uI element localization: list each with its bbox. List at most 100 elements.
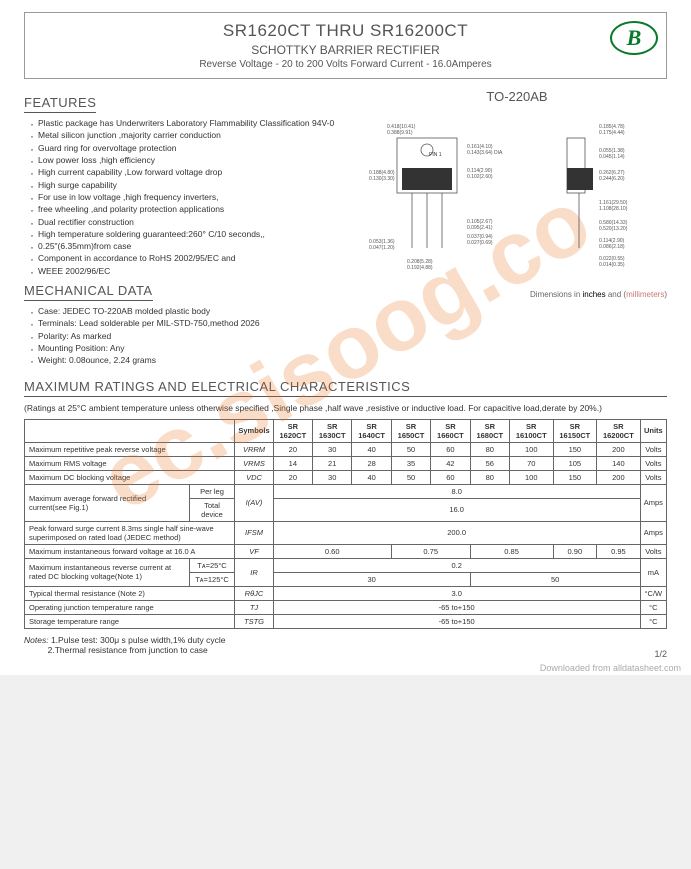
- table-header-row: Symbols SR 1620CT SR 1630CT SR 1640CT SR…: [25, 419, 667, 442]
- package-figure-column: TO-220AB: [367, 89, 667, 367]
- value-cell: 150: [553, 470, 597, 484]
- svg-text:0.388(9.91): 0.388(9.91): [387, 130, 413, 136]
- value-cell: 40: [352, 470, 391, 484]
- value-cell: 200: [597, 470, 641, 484]
- svg-text:0.175(4.44): 0.175(4.44): [599, 130, 625, 136]
- mechanical-heading: MECHANICAL DATA: [24, 283, 153, 301]
- mechanical-item: Weight: 0.08ounce, 2.24 grams: [30, 354, 357, 366]
- value-cell: 100: [509, 442, 553, 456]
- val-ir2a: 30: [273, 572, 470, 586]
- val-ir1: 0.2: [273, 558, 640, 572]
- sym-rth: RθJC: [235, 586, 273, 600]
- value-cell: 140: [597, 456, 641, 470]
- svg-text:0.014(0.35): 0.014(0.35): [599, 262, 625, 268]
- table-row: Peak forward surge current 8.3ms single …: [25, 521, 667, 544]
- mechanical-item: Case: JEDEC TO-220AB molded plastic body: [30, 305, 357, 317]
- brand-logo: B: [610, 21, 658, 55]
- sym-vf: VF: [235, 544, 273, 558]
- col-part: SR 1640CT: [352, 419, 391, 442]
- features-heading: FEATURES: [24, 95, 96, 113]
- feature-item: Dual rectifier construction: [30, 216, 357, 228]
- notes-block: Notes: 1.Pulse test: 300μ s pulse width,…: [24, 635, 667, 655]
- datasheet-page: ec.sisoog.co SR1620CT THRU SR16200CT SCH…: [0, 0, 691, 675]
- svg-text:0.130(3.30): 0.130(3.30): [369, 176, 395, 182]
- val-vf: 0.85: [470, 544, 553, 558]
- feature-item: Metal silicon junction ,majority carrier…: [30, 129, 357, 141]
- mechanical-item: Mounting Position: Any: [30, 342, 357, 354]
- val-vf: 0.75: [391, 544, 470, 558]
- value-cell: 20: [273, 442, 312, 456]
- svg-text:0.244(6.20): 0.244(6.20): [599, 176, 625, 182]
- val-ifsm: 200.0: [273, 521, 640, 544]
- ir-125c: Tᴀ=125°C: [189, 572, 235, 586]
- symbol-cell: VRMS: [235, 456, 273, 470]
- param-iav: Maximum average forward rectified curren…: [25, 484, 190, 521]
- sym-ir: IR: [235, 558, 273, 586]
- table-row: Maximum instantaneous reverse current at…: [25, 558, 667, 572]
- col-part: SR 1660CT: [431, 419, 470, 442]
- param-rth: Typical thermal resistance (Note 2): [25, 586, 235, 600]
- ir-25c: Tᴀ=25°C: [189, 558, 235, 572]
- value-cell: 28: [352, 456, 391, 470]
- units-ifsm: Amps: [640, 521, 666, 544]
- units-iav: Amps: [640, 484, 666, 521]
- note-1: 1.Pulse test: 300μ s pulse width,1% duty…: [51, 635, 226, 645]
- col-part: SR 1680CT: [470, 419, 509, 442]
- notes-label: Notes:: [24, 635, 49, 645]
- table-row: Typical thermal resistance (Note 2) RθJC…: [25, 586, 667, 600]
- feature-item: High current capability ,Low forward vol…: [30, 166, 357, 178]
- units-ir: mA: [640, 558, 666, 586]
- val-iav2: 16.0: [273, 498, 640, 521]
- svg-text:0.095(2.41): 0.095(2.41): [467, 225, 493, 231]
- feature-item: 0.25"(6.35mm)from case: [30, 240, 357, 252]
- feature-item: Component in accordance to RoHS 2002/95/…: [30, 252, 357, 264]
- svg-text:PIN 1: PIN 1: [429, 152, 442, 158]
- table-row: Maximum DC blocking voltageVDC2030405060…: [25, 470, 667, 484]
- value-cell: 50: [391, 442, 430, 456]
- table-row: Operating junction temperature range TJ …: [25, 600, 667, 614]
- dimension-units-note: Dimensions in inches and (millimeters): [367, 290, 667, 299]
- svg-text:0.192(4.88): 0.192(4.88): [407, 265, 433, 271]
- ratings-table: Symbols SR 1620CT SR 1630CT SR 1640CT SR…: [24, 419, 667, 629]
- val-tstg: -65 to+150: [273, 614, 640, 628]
- svg-text:0.027(0.69): 0.027(0.69): [467, 240, 493, 246]
- table-row: Maximum average forward rectified curren…: [25, 484, 667, 498]
- value-cell: 105: [553, 456, 597, 470]
- param-ir: Maximum instantaneous reverse current at…: [25, 558, 190, 586]
- units-cell: Volts: [640, 456, 666, 470]
- val-tj: -65 to+150: [273, 600, 640, 614]
- col-units: Units: [640, 419, 666, 442]
- param-tstg: Storage temperature range: [25, 614, 235, 628]
- sym-iav: I(AV): [235, 484, 273, 521]
- value-cell: 56: [470, 456, 509, 470]
- table-row: Storage temperature range TSTG -65 to+15…: [25, 614, 667, 628]
- feature-item: Plastic package has Underwriters Laborat…: [30, 117, 357, 129]
- value-cell: 14: [273, 456, 312, 470]
- param-vf: Maximum instantaneous forward voltage at…: [25, 544, 235, 558]
- value-cell: 80: [470, 470, 509, 484]
- svg-text:0.086(2.18): 0.086(2.18): [599, 244, 625, 250]
- sym-tstg: TSTG: [235, 614, 273, 628]
- value-cell: 35: [391, 456, 430, 470]
- value-cell: 150: [553, 442, 597, 456]
- header-box: SR1620CT THRU SR16200CT SCHOTTKY BARRIER…: [24, 12, 667, 79]
- val-rth: 3.0: [273, 586, 640, 600]
- param-cell: Maximum RMS voltage: [25, 456, 235, 470]
- mechanical-item: Polarity: As marked: [30, 330, 357, 342]
- ratings-condition-note: (Ratings at 25°C ambient temperature unl…: [24, 403, 667, 413]
- iav-perleg: Per leg: [189, 484, 235, 498]
- table-row: Maximum instantaneous forward voltage at…: [25, 544, 667, 558]
- units-rth: °C/W: [640, 586, 666, 600]
- units-tj: °C: [640, 600, 666, 614]
- mechanical-item: Terminals: Lead solderable per MIL-STD-7…: [30, 317, 357, 329]
- val-vf: 0.95: [597, 544, 641, 558]
- val-vf: 0.90: [553, 544, 597, 558]
- sym-ifsm: IFSM: [235, 521, 273, 544]
- value-cell: 70: [509, 456, 553, 470]
- symbol-cell: VDC: [235, 470, 273, 484]
- svg-text:0.045(1.14): 0.045(1.14): [599, 154, 625, 160]
- feature-item: Guard ring for overvoltage protection: [30, 142, 357, 154]
- value-cell: 42: [431, 456, 470, 470]
- feature-item: free wheeling ,and polarity protection a…: [30, 203, 357, 215]
- value-cell: 50: [391, 470, 430, 484]
